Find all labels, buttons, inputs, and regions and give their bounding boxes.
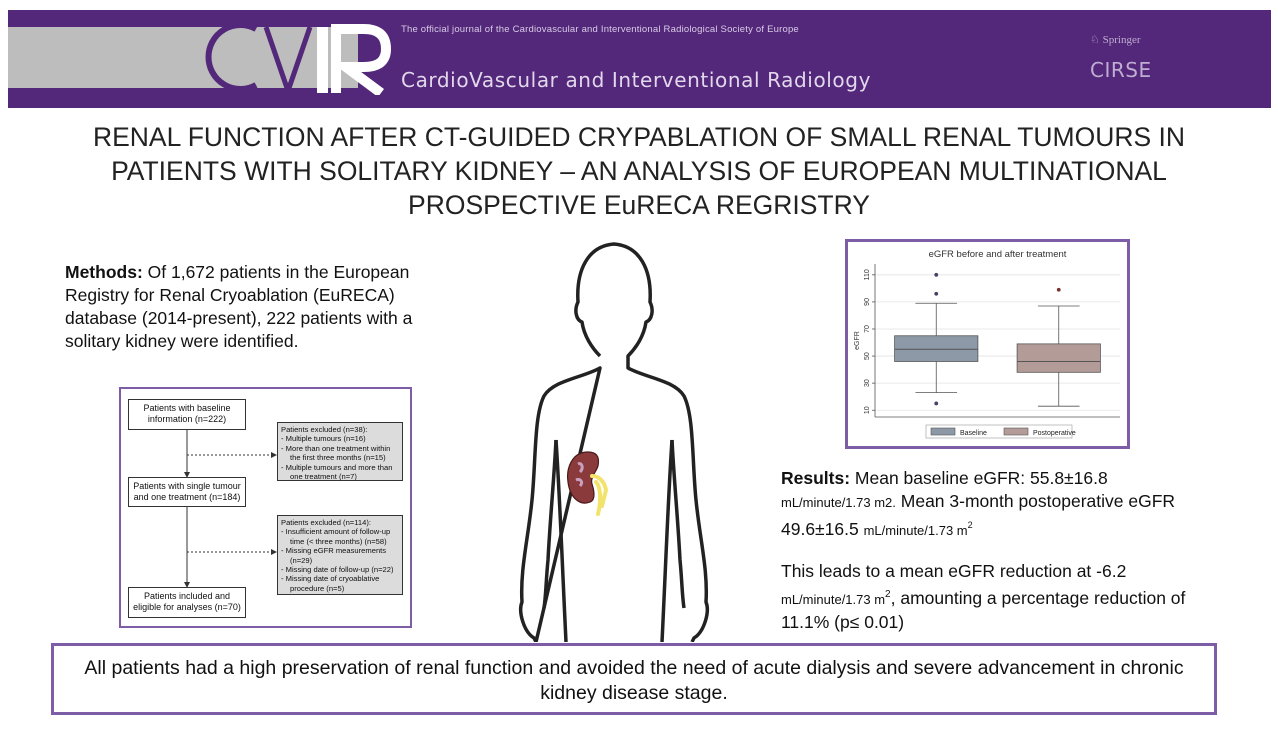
y-tick-label: 30 <box>864 379 871 387</box>
legend-swatch <box>930 427 956 436</box>
exclusion-1-item: More than one treatment within the first… <box>281 444 399 463</box>
legend-frame <box>925 424 1073 439</box>
flow-box-baseline: Patients with baseline information (n=22… <box>128 399 246 430</box>
methods-paragraph: Methods: Of 1,672 patients in the Europe… <box>65 261 465 353</box>
outlier-point <box>934 272 939 277</box>
methods-text: Of 1,672 patients in the European Regist… <box>65 262 413 351</box>
box-baseline <box>894 335 979 362</box>
body-outline <box>519 242 709 642</box>
torso-right-side <box>660 439 674 642</box>
springer-logo: ♘ Springer <box>1090 33 1141 46</box>
flow-box-included: Patients included and eligible for analy… <box>128 587 246 618</box>
cirse-logo: CIRSE <box>1090 58 1152 82</box>
kidney-icon <box>567 451 609 516</box>
exclusion-2-item: Missing eGFR measurements (n=29) <box>281 546 399 565</box>
y-tick-label: 10 <box>864 406 871 414</box>
results-label: Results: <box>781 468 851 488</box>
results-text-2: Mean 3-month postoperative eGFR 49.6±16.… <box>781 491 1176 539</box>
outlier-point <box>934 401 939 406</box>
chart-title: eGFR before and after treatment <box>929 249 1067 260</box>
results-paragraph: Results: Mean baseline eGFR: 55.8±16.8 mL… <box>781 467 1201 542</box>
y-tick-label: 50 <box>864 352 871 360</box>
journal-name: CardioVascular and Interventional Radiol… <box>401 68 871 92</box>
legend-label: Postoperative <box>1033 430 1076 437</box>
reduction-paragraph: This leads to a mean eGFR reduction at -… <box>781 560 1201 634</box>
boxplot-svg: eGFR before and after treatment 10 30 50 70 9… <box>854 249 1120 439</box>
outlier-point <box>1056 287 1061 292</box>
y-tick-label: 110 <box>864 269 871 280</box>
results-unit-1: mL/minute/1.73 m2. <box>781 495 896 510</box>
legend-label: Baseline <box>960 430 987 437</box>
reduction-text-1: This leads to a mean eGFR reduction at -… <box>781 561 1127 581</box>
conclusion-box: All patients had a high preservation of … <box>51 643 1217 715</box>
reduction-unit-sup: 2 <box>885 589 891 600</box>
flow-box-single-tumour: Patients with single tumour and one trea… <box>128 477 246 507</box>
exclusion-2-title: Patients excluded (n=114): <box>281 518 371 527</box>
results-unit-2: mL/minute/1.73 m <box>863 522 968 538</box>
results-text-1: Mean baseline eGFR: 55.8±16.8 <box>850 468 1108 488</box>
cvir-logo <box>205 22 392 95</box>
patient-flowchart: Patients with baseline information (n=22… <box>119 387 412 628</box>
springer-horse-icon: ♘ <box>1090 34 1100 46</box>
y-tick-label: 70 <box>864 325 871 333</box>
flow-exclusion-box-2: Patients excluded (n=114): Insufficient … <box>277 515 403 595</box>
outlier-point <box>934 291 939 296</box>
exclusion-2-item: Missing date of follow-up (n=22) <box>281 565 399 574</box>
box-postoperative <box>1016 343 1101 373</box>
reduction-text-2: , amounting a percentage reduction of 11… <box>781 587 1186 632</box>
exclusion-1-item: Multiple tumours and more than one treat… <box>281 463 399 482</box>
springer-label: Springer <box>1102 34 1141 46</box>
torso-left-side <box>554 439 568 642</box>
exclusion-1-item: Multiple tumours (n=16) <box>281 434 399 443</box>
y-axis-label: eGFR <box>854 331 861 350</box>
y-tick-label: 90 <box>864 298 871 306</box>
journal-header-band: The official journal of the Cardiovascul… <box>8 10 1271 108</box>
left-arm-inner <box>542 439 558 609</box>
results-unit-2-sup: 2 <box>967 520 973 530</box>
methods-label: Methods: <box>65 262 143 282</box>
flowchart-arrows <box>184 430 277 588</box>
legend-swatch <box>1003 427 1029 436</box>
journal-tagline: The official journal of the Cardiovascul… <box>401 24 799 35</box>
exclusion-1-title: Patients excluded (n=38): <box>281 425 368 434</box>
exclusion-2-item: Missing date of cryoablative procedure (… <box>281 574 399 593</box>
flow-exclusion-box-1: Patients excluded (n=38): Multiple tumou… <box>277 422 403 481</box>
reduction-unit: mL/minute/1.73 m <box>781 591 886 607</box>
poster-title: RENAL FUNCTION AFTER CT-GUIDED CRYPABLAT… <box>92 122 1186 220</box>
right-arm-inner <box>670 439 686 609</box>
egfr-boxplot-chart: eGFR before and after treatment 10 30 50 70 9… <box>845 239 1130 449</box>
exclusion-2-item: Insufficient amount of follow-up time (<… <box>281 527 399 546</box>
body-silhouette-illustration <box>519 242 709 642</box>
